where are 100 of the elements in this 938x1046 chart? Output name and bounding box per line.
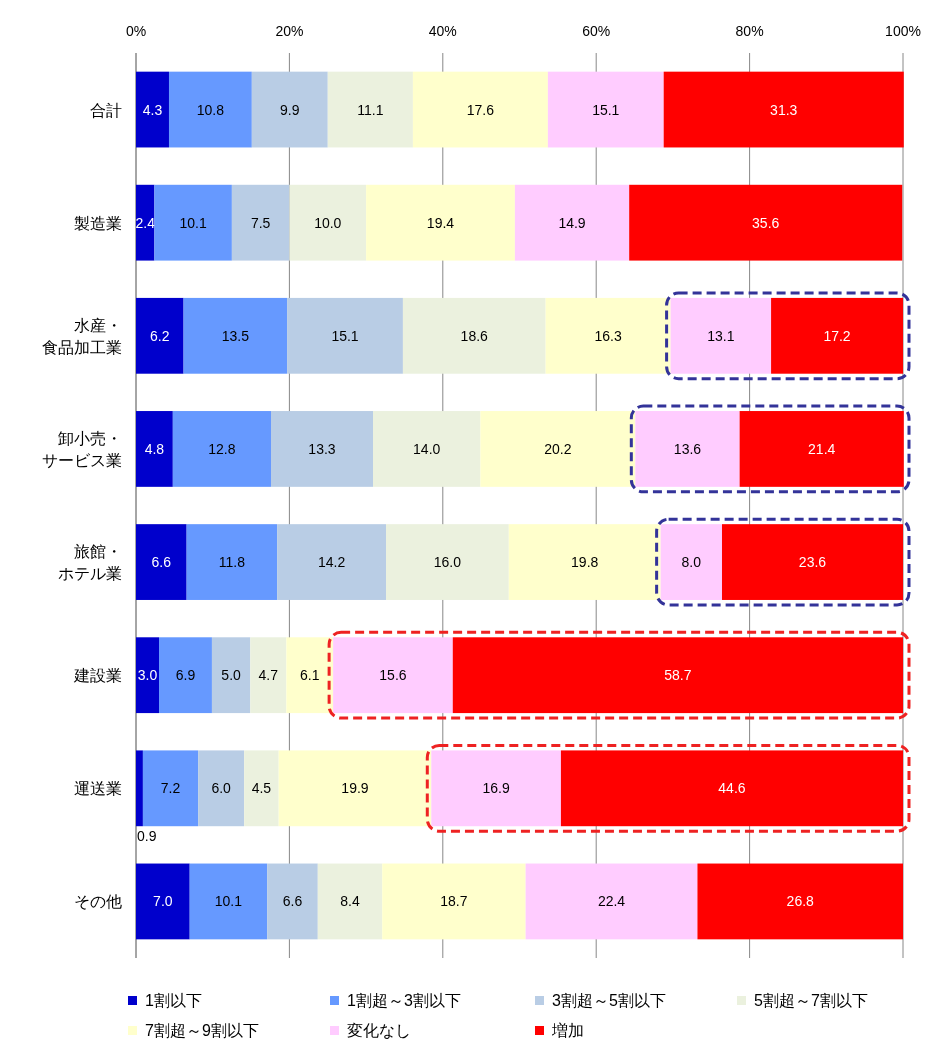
data-label: 44.6 bbox=[718, 780, 746, 797]
bar bbox=[514, 184, 630, 261]
data-label: 4.8 bbox=[144, 440, 165, 457]
bar bbox=[373, 411, 481, 487]
bar bbox=[327, 71, 413, 148]
data-label: 21.4 bbox=[808, 440, 836, 457]
data-label: 22.4 bbox=[597, 893, 626, 910]
bar bbox=[525, 863, 698, 940]
y-tick-label: 卸小売・サービス業 bbox=[42, 429, 122, 469]
data-label: 8.0 bbox=[681, 554, 702, 571]
y-tick-label: 水産・食品加工業 bbox=[42, 316, 122, 356]
data-label: 5.0 bbox=[221, 667, 242, 684]
bar bbox=[480, 411, 636, 487]
bar bbox=[136, 411, 173, 487]
data-label: 7.5 bbox=[250, 214, 271, 231]
bar bbox=[508, 524, 661, 600]
data-label: 11.1 bbox=[357, 101, 384, 118]
y-tick-label: 旅館・ホテル業 bbox=[58, 543, 122, 583]
bar bbox=[183, 297, 288, 374]
bar bbox=[136, 750, 143, 827]
legend-label: 3割超～5割以下 bbox=[552, 992, 666, 1009]
bar bbox=[431, 750, 561, 827]
data-label: 16.9 bbox=[482, 780, 510, 797]
y-tick-label: 製造業 bbox=[74, 214, 122, 232]
data-label: 7.2 bbox=[160, 780, 181, 797]
data-label: 3.0 bbox=[137, 667, 158, 684]
data-label: 7.0 bbox=[153, 893, 173, 910]
data-label: 13.5 bbox=[221, 327, 250, 344]
bar bbox=[211, 637, 251, 714]
y-tick-label: 合計 bbox=[90, 101, 122, 119]
bar bbox=[560, 750, 903, 827]
data-label: 9.9 bbox=[280, 101, 300, 118]
bar bbox=[136, 524, 187, 600]
bar bbox=[366, 184, 515, 261]
x-tick-label: 100% bbox=[885, 23, 921, 39]
data-label: 16.0 bbox=[433, 554, 462, 571]
data-label: 6.6 bbox=[151, 554, 172, 571]
bar bbox=[670, 297, 772, 374]
data-label: 58.7 bbox=[664, 667, 692, 684]
data-label: 8.4 bbox=[340, 893, 360, 910]
data-label: 31.3 bbox=[770, 101, 798, 118]
data-label: 13.3 bbox=[308, 440, 336, 457]
data-label: 0.9 bbox=[137, 828, 157, 845]
legend-label: 増加 bbox=[551, 1022, 584, 1039]
data-label: 18.7 bbox=[440, 893, 468, 910]
bar bbox=[142, 750, 199, 827]
data-label: 19.4 bbox=[426, 214, 455, 231]
data-label: 14.9 bbox=[558, 214, 586, 231]
bar bbox=[287, 297, 403, 374]
data-label: 11.8 bbox=[218, 554, 246, 571]
bar bbox=[267, 863, 318, 940]
bar bbox=[231, 184, 290, 261]
data-label: 6.1 bbox=[299, 667, 320, 684]
bar bbox=[697, 863, 903, 940]
bar bbox=[189, 863, 268, 940]
bar bbox=[278, 750, 432, 827]
bar bbox=[244, 750, 279, 827]
bar bbox=[663, 71, 904, 148]
data-label: 35.6 bbox=[752, 214, 780, 231]
bar bbox=[172, 411, 271, 487]
data-label: 15.6 bbox=[379, 667, 407, 684]
bar bbox=[333, 637, 453, 714]
bar bbox=[159, 637, 212, 714]
x-tick-label: 80% bbox=[735, 23, 764, 39]
data-label: 6.0 bbox=[211, 780, 232, 797]
legend-label: 1割以下 bbox=[145, 992, 202, 1009]
data-label: 10.0 bbox=[314, 214, 342, 231]
data-label: 4.5 bbox=[251, 780, 272, 797]
bar bbox=[547, 71, 664, 148]
data-label: 17.6 bbox=[466, 101, 495, 118]
data-label: 13.1 bbox=[707, 327, 735, 344]
data-label: 4.3 bbox=[142, 101, 163, 118]
bar bbox=[270, 411, 373, 487]
bar bbox=[277, 524, 387, 600]
bar bbox=[402, 297, 546, 374]
bar bbox=[168, 71, 252, 148]
bar bbox=[386, 524, 509, 600]
data-label: 23.6 bbox=[798, 554, 827, 571]
bar bbox=[198, 750, 245, 827]
data-label: 10.8 bbox=[196, 101, 225, 118]
bar bbox=[771, 297, 903, 374]
data-label: 18.6 bbox=[460, 327, 489, 344]
y-tick-label: 運送業 bbox=[74, 780, 122, 798]
bar bbox=[317, 863, 383, 940]
data-label: 17.2 bbox=[823, 327, 851, 344]
legend-label: 7割超～9割以下 bbox=[145, 1022, 259, 1039]
x-tick-label: 20% bbox=[275, 23, 304, 39]
bar bbox=[286, 637, 334, 714]
bar bbox=[136, 863, 190, 940]
bar bbox=[136, 71, 169, 148]
x-tick-label: 60% bbox=[582, 23, 611, 39]
bar bbox=[289, 184, 367, 261]
x-tick-label: 40% bbox=[428, 23, 457, 39]
y-tick-label: その他 bbox=[74, 893, 122, 911]
data-label: 20.2 bbox=[544, 440, 572, 457]
y-tick-label: 建設業 bbox=[73, 667, 122, 685]
bar bbox=[136, 297, 184, 374]
bar bbox=[186, 524, 278, 600]
data-label: 14.0 bbox=[413, 440, 441, 457]
data-label: 26.8 bbox=[786, 893, 815, 910]
